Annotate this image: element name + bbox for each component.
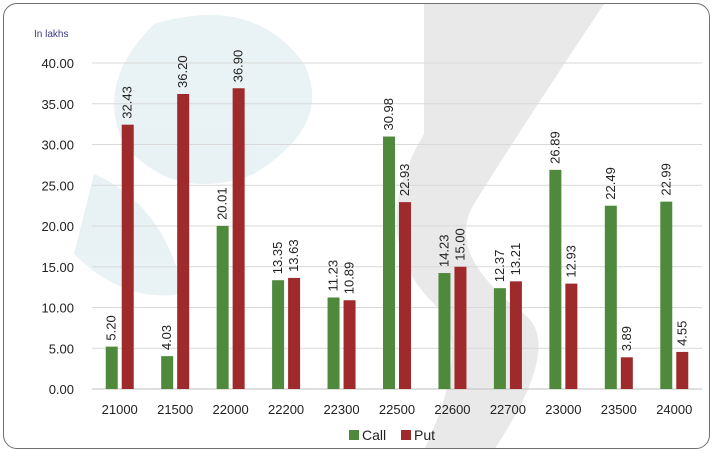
y-axis: 0.00 5.00 10.00 15.00 20.00 25.00 30.00 35.00 40… (41, 56, 74, 397)
y-tick-label: 30.00 (41, 138, 74, 153)
bars: 5.20 32.43 4.03 36.20 20.01 36.90 13.35 13.63 11… (104, 50, 689, 390)
call-bar (660, 201, 673, 389)
x-tick-label: 21000 (102, 402, 138, 417)
put-data-label: 13.63 (286, 239, 301, 272)
put-bar (676, 351, 689, 389)
x-tick-label: 23500 (601, 402, 637, 417)
x-tick-label: 23000 (545, 402, 581, 417)
put-bar (454, 266, 467, 389)
x-tick-label: 22600 (434, 402, 470, 417)
put-bar (509, 281, 522, 389)
put-bar (565, 283, 578, 389)
call-bar (161, 356, 174, 389)
put-bar (121, 124, 134, 390)
x-tick-label: 22500 (379, 402, 415, 417)
y-tick-label: 25.00 (41, 178, 74, 193)
put-bar (620, 357, 633, 389)
y-tick-label: 35.00 (41, 97, 74, 112)
call-bar (105, 346, 118, 389)
put-bar (232, 88, 245, 389)
put-data-label: 22.93 (397, 164, 412, 197)
y-tick-label: 10.00 (41, 301, 74, 316)
y-tick-label: 0.00 (49, 382, 74, 397)
call-data-label: 22.99 (658, 163, 673, 196)
call-legend-label: Call (362, 427, 386, 443)
call-data-label: 4.03 (159, 325, 174, 350)
call-bar (604, 205, 617, 389)
call-bar (383, 136, 395, 389)
call-bar (493, 288, 506, 389)
call-bar (327, 297, 340, 389)
call-data-label: 14.23 (436, 234, 451, 267)
x-tick-label: 21500 (157, 402, 193, 417)
call-legend-swatch (349, 430, 359, 440)
x-tick-label: 22700 (490, 402, 526, 417)
put-bar (177, 93, 190, 389)
put-bar (288, 277, 301, 389)
call-bar (272, 280, 285, 389)
chart-frame: In lakhs 0.00 5.00 10.00 15.00 20.00 25.00 30.… (3, 3, 710, 449)
call-bar (549, 169, 562, 389)
put-data-label: 10.89 (342, 262, 357, 295)
put-legend-label: Put (414, 427, 435, 443)
gridlines (92, 62, 702, 390)
x-tick-label: 24000 (656, 402, 692, 417)
call-data-label: 13.35 (270, 242, 285, 275)
call-data-label: 30.98 (381, 98, 396, 131)
put-data-label: 15.00 (452, 228, 467, 261)
call-bar (438, 273, 451, 389)
put-bar (399, 202, 411, 389)
y-tick-label: 15.00 (41, 260, 74, 275)
put-data-label: 3.89 (619, 326, 634, 351)
call-data-label: 26.89 (547, 131, 562, 164)
call-data-label: 5.20 (104, 315, 119, 340)
x-tick-label: 22000 (213, 402, 249, 417)
x-tick-label: 22300 (323, 402, 359, 417)
y-tick-label: 20.00 (41, 219, 74, 234)
bar-chart: In lakhs 0.00 5.00 10.00 15.00 20.00 25.00 30.… (34, 4, 702, 448)
put-data-label: 36.20 (175, 55, 190, 88)
legend: Call Put (349, 427, 435, 443)
put-legend-swatch (401, 430, 411, 440)
put-data-label: 13.21 (508, 243, 523, 276)
put-data-label: 32.43 (120, 86, 135, 119)
x-axis: 21000 21500 22000 22200 22300 22500 22600 22700… (102, 402, 693, 417)
x-tick-label: 22200 (268, 402, 304, 417)
call-data-label: 20.01 (215, 187, 230, 220)
call-data-label: 22.49 (603, 167, 618, 200)
put-data-label: 12.93 (563, 245, 578, 278)
put-data-label: 36.90 (231, 50, 246, 83)
y-tick-label: 5.00 (49, 341, 74, 356)
call-data-label: 12.37 (492, 250, 507, 283)
call-data-label: 11.23 (326, 260, 341, 292)
unit-label: In lakhs (34, 29, 68, 40)
put-data-label: 4.55 (674, 321, 689, 346)
call-bar (216, 225, 229, 389)
y-tick-label: 40.00 (41, 56, 74, 71)
put-bar (343, 300, 356, 389)
